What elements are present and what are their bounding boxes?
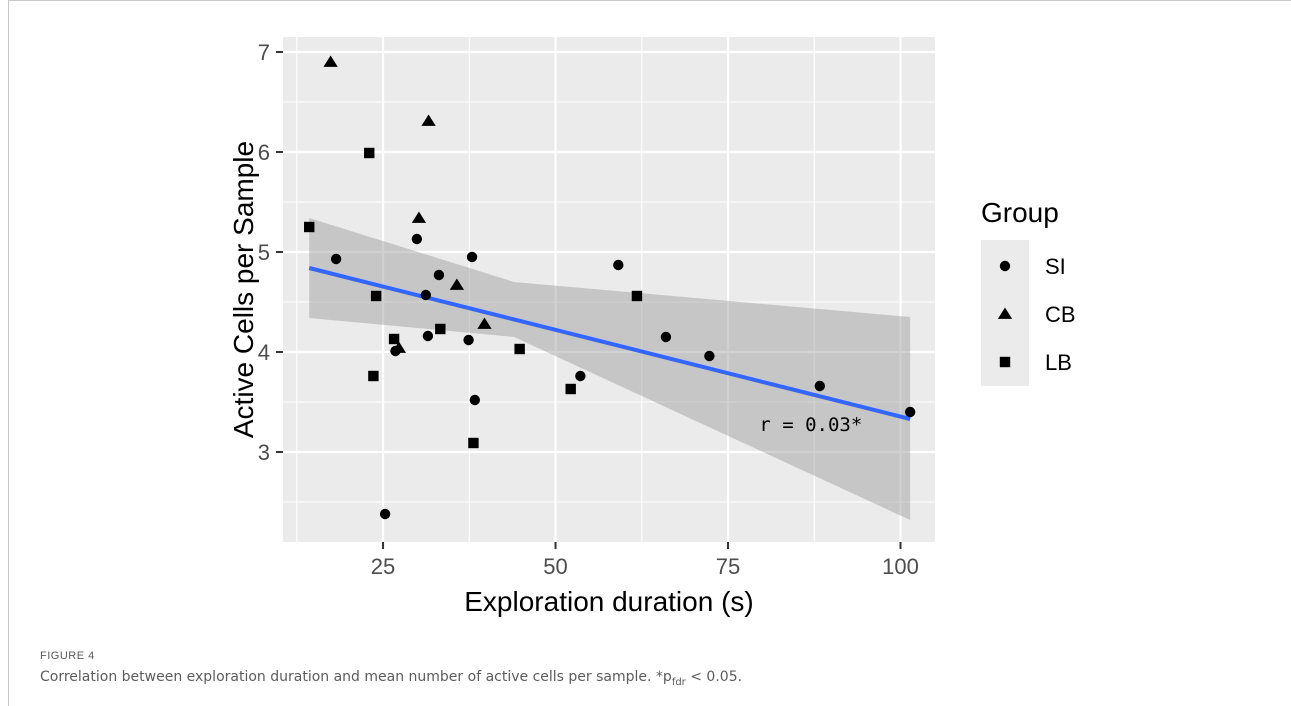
correlation-annotation: r = 0.03* [759,414,862,436]
y-axis-title: Active Cells per Sample [228,141,259,438]
point-lb [388,333,400,345]
regression-line [308,266,911,421]
point-lb [631,290,643,302]
point-si [660,331,672,343]
caption-text: Correlation between exploration duration… [40,669,672,685]
point-si [814,380,825,392]
point-si [575,370,586,382]
point-cb [391,341,407,353]
figure-caption: Correlation between exploration duration… [40,669,742,688]
legend-key-cb [997,307,1013,319]
data-points [304,55,916,520]
point-cb [411,211,427,223]
y-tick-label: 3 [258,440,270,465]
legend-label-cb: CB [1045,302,1076,327]
confidence-ribbon [309,218,911,520]
point-cb [477,317,492,329]
legend-key-si [999,260,1011,272]
point-cb [449,278,465,290]
point-si [330,253,342,265]
caption-subscript: fdr [671,676,686,688]
point-lb [468,437,479,449]
point-si [469,394,481,406]
point-si [433,269,445,281]
point-si [379,508,391,520]
caption-tail: < 0.05. [685,669,743,685]
point-lb [435,323,446,335]
x-tick-label: 50 [543,554,567,579]
x-tick-label: 25 [371,554,395,579]
figure-frame [8,0,1291,706]
point-lb [514,343,525,355]
legend-title: Group [981,197,1059,228]
point-si [420,289,432,301]
grid-major [283,37,935,542]
point-lb [364,147,375,159]
x-axis-title: Exploration duration (s) [464,586,753,617]
legend: Group SI CB LB [981,197,1076,386]
point-lb [304,221,315,233]
point-si [411,233,423,245]
x-axis-ticks: 25 50 75 100 [371,542,919,579]
x-tick-label: 75 [716,554,740,579]
point-lb [370,290,382,302]
point-si [422,330,434,342]
figure-label: FIGURE 4 [40,650,95,662]
point-lb [368,370,379,382]
point-si [904,406,916,418]
point-cb [323,55,338,67]
legend-label-lb: LB [1045,350,1072,375]
x-tick-label: 100 [882,554,919,579]
scatter-chart: r = 0.03* 25 50 75 100 3 4 5 6 7 Exploration du… [228,37,1076,617]
point-si [466,251,478,263]
y-axis-ticks: 3 4 5 6 7 [258,40,283,465]
point-cb [421,114,436,126]
point-lb [565,383,576,395]
point-si [704,350,715,362]
point-si [463,334,474,346]
y-tick-label: 5 [258,240,270,265]
legend-key-lb [999,356,1011,368]
legend-label-si: SI [1045,254,1066,279]
y-tick-label: 7 [258,40,270,65]
figure-caption-block: FIGURE 4 Correlation between exploration… [40,650,742,688]
grid-minor [283,37,935,542]
y-tick-label: 4 [258,340,270,365]
point-si [613,259,624,271]
y-tick-label: 6 [258,140,270,165]
